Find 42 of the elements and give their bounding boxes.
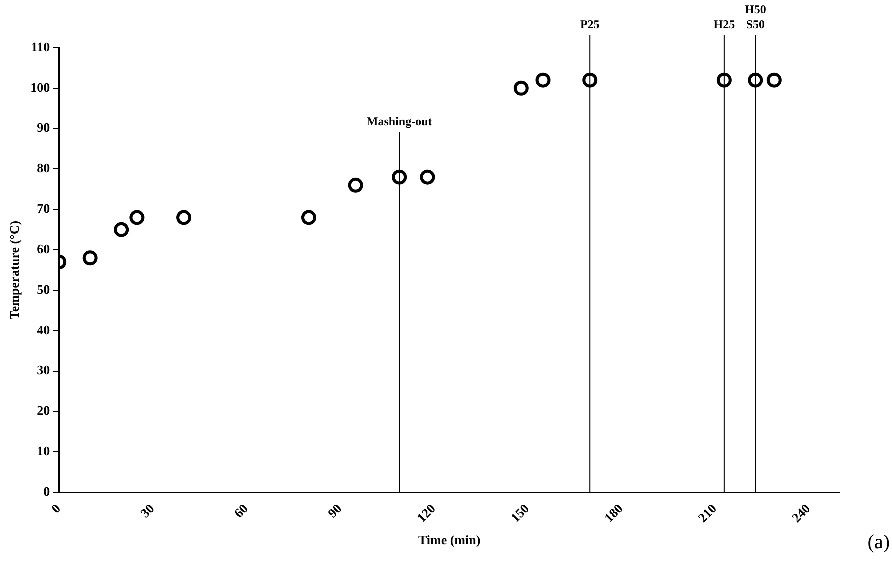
point [420,170,436,185]
x-tick-label: 150 [508,500,532,526]
point [348,178,364,193]
point [748,72,764,88]
y-tick-label: 40 [37,322,50,338]
y-tick-label: 60 [37,241,50,256]
x-tick-label: 120 [414,500,438,526]
y-tick-label: 50 [37,282,50,297]
ref-line-label: H50 S50 [744,2,766,32]
point [766,72,782,88]
point [82,250,98,266]
ref-line-label: H25 [714,17,736,32]
point [514,80,529,96]
text: (a) [868,531,890,554]
point [301,210,316,226]
ref-line-label: Mashing-out [366,114,432,128]
point [114,222,130,238]
x-tick-label: 60 [231,500,252,521]
point [392,170,408,185]
y-tick-label: 20 [37,403,50,418]
x-tick-label: 240 [788,500,814,526]
x-tick-label: 210 [695,500,720,526]
x-tick-label: 0 [48,500,64,516]
y-tick-label: 110 [31,39,50,54]
x-tick-label: 180 [601,500,626,526]
y-tick-label: 90 [37,120,50,136]
point [130,210,145,226]
y-tick-label: 0 [44,484,50,499]
point [536,72,551,88]
x-tick-label: 30 [138,500,158,521]
x-tick-label: 90 [324,500,345,521]
y-tick-label: 70 [37,201,50,216]
ref-line-label: P25 [580,17,600,32]
y-axis-title: Temperature (°C) [7,220,22,320]
y-tick-label: 30 [37,362,50,378]
x-axis-title: Time (min) [418,532,481,548]
point [176,210,192,226]
y-tick-label: 100 [30,80,50,95]
y-tick-label: 80 [37,160,50,176]
y-tick-label: 10 [37,444,50,459]
point [582,72,598,88]
point [716,72,732,88]
